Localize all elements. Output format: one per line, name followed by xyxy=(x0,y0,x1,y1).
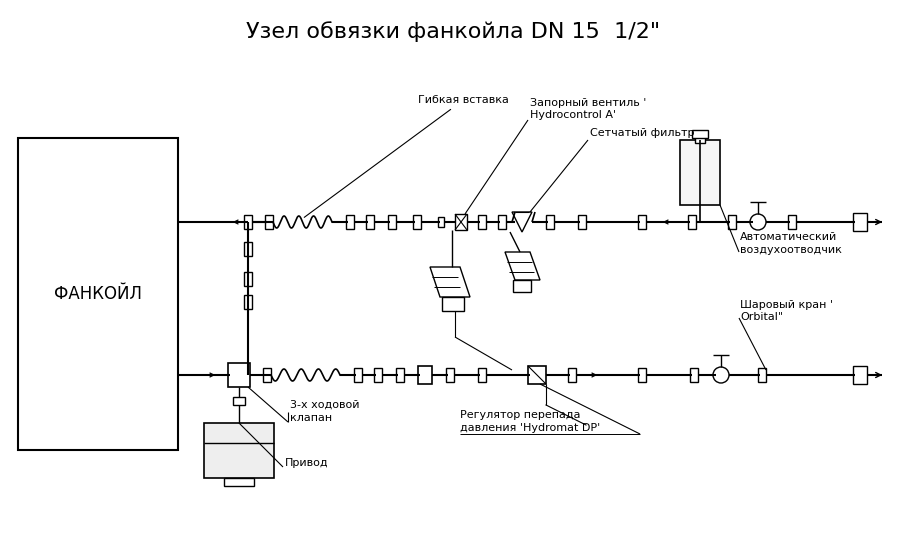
Bar xyxy=(374,368,382,382)
Bar xyxy=(263,368,271,382)
Polygon shape xyxy=(512,212,532,232)
Bar xyxy=(546,215,554,229)
Bar xyxy=(788,215,796,229)
Bar xyxy=(513,280,531,292)
Bar xyxy=(354,368,362,382)
Bar xyxy=(758,368,766,382)
Bar xyxy=(690,368,698,382)
Text: Узел обвязки фанкойла DN 15  1/2": Узел обвязки фанкойла DN 15 1/2" xyxy=(246,21,660,42)
Bar xyxy=(224,478,254,486)
Circle shape xyxy=(713,367,729,383)
Bar xyxy=(578,215,586,229)
Bar xyxy=(204,423,274,478)
Bar xyxy=(692,130,708,138)
Text: воздухоотводчик: воздухоотводчик xyxy=(740,245,842,255)
Bar xyxy=(478,215,486,229)
Bar xyxy=(853,366,867,384)
Bar xyxy=(528,366,546,384)
Bar xyxy=(455,214,467,230)
Bar xyxy=(688,215,696,229)
Bar xyxy=(442,297,464,311)
Bar xyxy=(498,215,506,229)
Bar xyxy=(388,215,396,229)
Polygon shape xyxy=(430,267,470,297)
Text: 3-х ходовой: 3-х ходовой xyxy=(290,400,360,410)
Bar xyxy=(728,215,736,229)
Bar xyxy=(233,397,245,405)
Bar xyxy=(396,368,404,382)
Bar xyxy=(366,215,374,229)
Bar xyxy=(244,295,252,309)
Bar xyxy=(265,215,273,229)
Text: Гибкая вставка: Гибкая вставка xyxy=(304,95,509,218)
Text: Привод: Привод xyxy=(285,458,329,468)
Text: Автоматический: Автоматический xyxy=(740,232,837,242)
Bar xyxy=(638,215,646,229)
Bar xyxy=(244,242,252,256)
Circle shape xyxy=(750,214,766,230)
Text: давления 'Hydromat DP': давления 'Hydromat DP' xyxy=(460,423,601,433)
Text: Шаровый кран ': Шаровый кран ' xyxy=(740,300,833,310)
Bar xyxy=(346,215,354,229)
Bar xyxy=(228,363,250,387)
Bar xyxy=(446,368,454,382)
Bar xyxy=(18,138,178,450)
Bar xyxy=(638,368,646,382)
Bar xyxy=(568,368,576,382)
Bar xyxy=(418,366,432,384)
Bar xyxy=(853,213,867,231)
Bar xyxy=(680,140,720,205)
Text: Сетчатый фильтр: Сетчатый фильтр xyxy=(590,128,695,138)
Bar xyxy=(244,215,252,229)
Bar xyxy=(478,368,486,382)
Text: ФАНКОЙЛ: ФАНКОЙЛ xyxy=(54,285,142,303)
Bar xyxy=(413,215,421,229)
Text: Регулятор перепада: Регулятор перепада xyxy=(460,410,581,420)
Text: Hydrocontrol A': Hydrocontrol A' xyxy=(530,110,616,120)
Bar xyxy=(244,272,252,286)
Text: Запорный вентиль ': Запорный вентиль ' xyxy=(530,98,646,108)
Bar xyxy=(695,135,705,143)
Bar xyxy=(438,217,444,227)
Text: клапан: клапан xyxy=(290,413,333,423)
Polygon shape xyxy=(505,252,540,280)
Text: Orbital": Orbital" xyxy=(740,312,783,322)
